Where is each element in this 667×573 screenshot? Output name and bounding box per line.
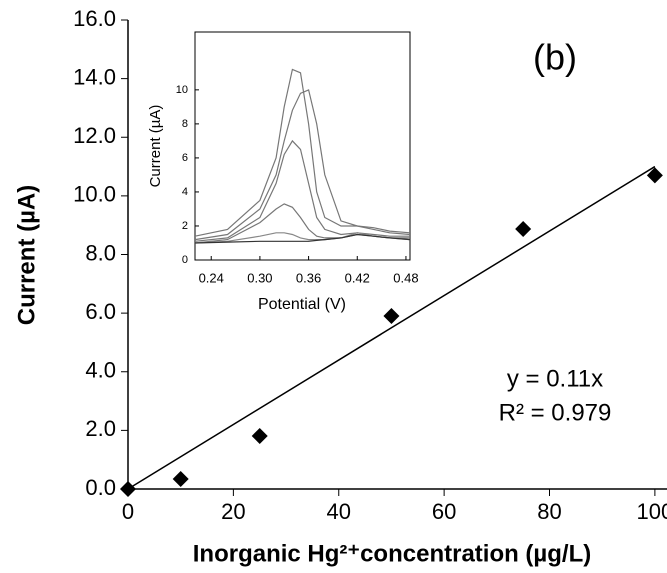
annotation: y = 0.11x bbox=[507, 365, 603, 392]
y-tick-label: 0.0 bbox=[85, 475, 116, 500]
annotation: R² = 0.979 bbox=[499, 399, 612, 426]
x-tick-label: 40 bbox=[327, 499, 351, 524]
y-tick-label: 2 bbox=[182, 220, 188, 232]
x-tick-label: 0.24 bbox=[199, 270, 224, 285]
y-tick-label: 0 bbox=[182, 254, 188, 266]
x-tick-label: 100 bbox=[637, 499, 667, 524]
x-axis-label: Inorganic Hg²⁺concentration (µg/L) bbox=[193, 540, 591, 567]
y-tick-label: 8 bbox=[182, 118, 188, 130]
y-tick-label: 10 bbox=[176, 84, 188, 96]
x-tick-label: 0.42 bbox=[345, 270, 370, 285]
y-tick-label: 12.0 bbox=[73, 123, 116, 148]
x-axis-label: Potential (V) bbox=[258, 296, 346, 313]
panel-label: (b) bbox=[533, 37, 577, 78]
x-tick-label: 0.48 bbox=[393, 270, 418, 285]
voltammogram bbox=[194, 233, 411, 244]
inset-frame bbox=[194, 31, 411, 261]
y-tick-label: 16.0 bbox=[73, 6, 116, 31]
y-axis-label: Current (µA) bbox=[13, 185, 40, 325]
y-tick-label: 6 bbox=[182, 152, 188, 164]
y-axis-label: Current (µA) bbox=[147, 105, 164, 188]
fit-line bbox=[127, 165, 656, 490]
voltammogram bbox=[194, 89, 411, 241]
x-tick-label: 0 bbox=[122, 499, 134, 524]
y-tick-label: 8.0 bbox=[85, 240, 116, 265]
data-point bbox=[383, 308, 400, 325]
y-tick-label: 6.0 bbox=[85, 299, 116, 324]
y-tick-label: 10.0 bbox=[73, 182, 116, 207]
x-tick-label: 60 bbox=[432, 499, 456, 524]
x-tick-label: 20 bbox=[221, 499, 245, 524]
data-point bbox=[515, 220, 532, 237]
y-tick-label: 14.0 bbox=[73, 64, 116, 89]
data-point bbox=[646, 167, 663, 184]
x-tick-label: 80 bbox=[537, 499, 561, 524]
x-tick-label: 0.36 bbox=[296, 270, 321, 285]
y-tick-label: 4 bbox=[182, 186, 188, 198]
x-tick-label: 0.30 bbox=[247, 270, 272, 285]
data-point bbox=[172, 471, 189, 488]
y-tick-label: 4.0 bbox=[85, 358, 116, 383]
y-tick-label: 2.0 bbox=[85, 416, 116, 441]
voltammogram bbox=[194, 139, 410, 242]
voltammogram bbox=[194, 68, 411, 237]
data-point bbox=[120, 481, 136, 497]
data-point bbox=[251, 427, 268, 444]
